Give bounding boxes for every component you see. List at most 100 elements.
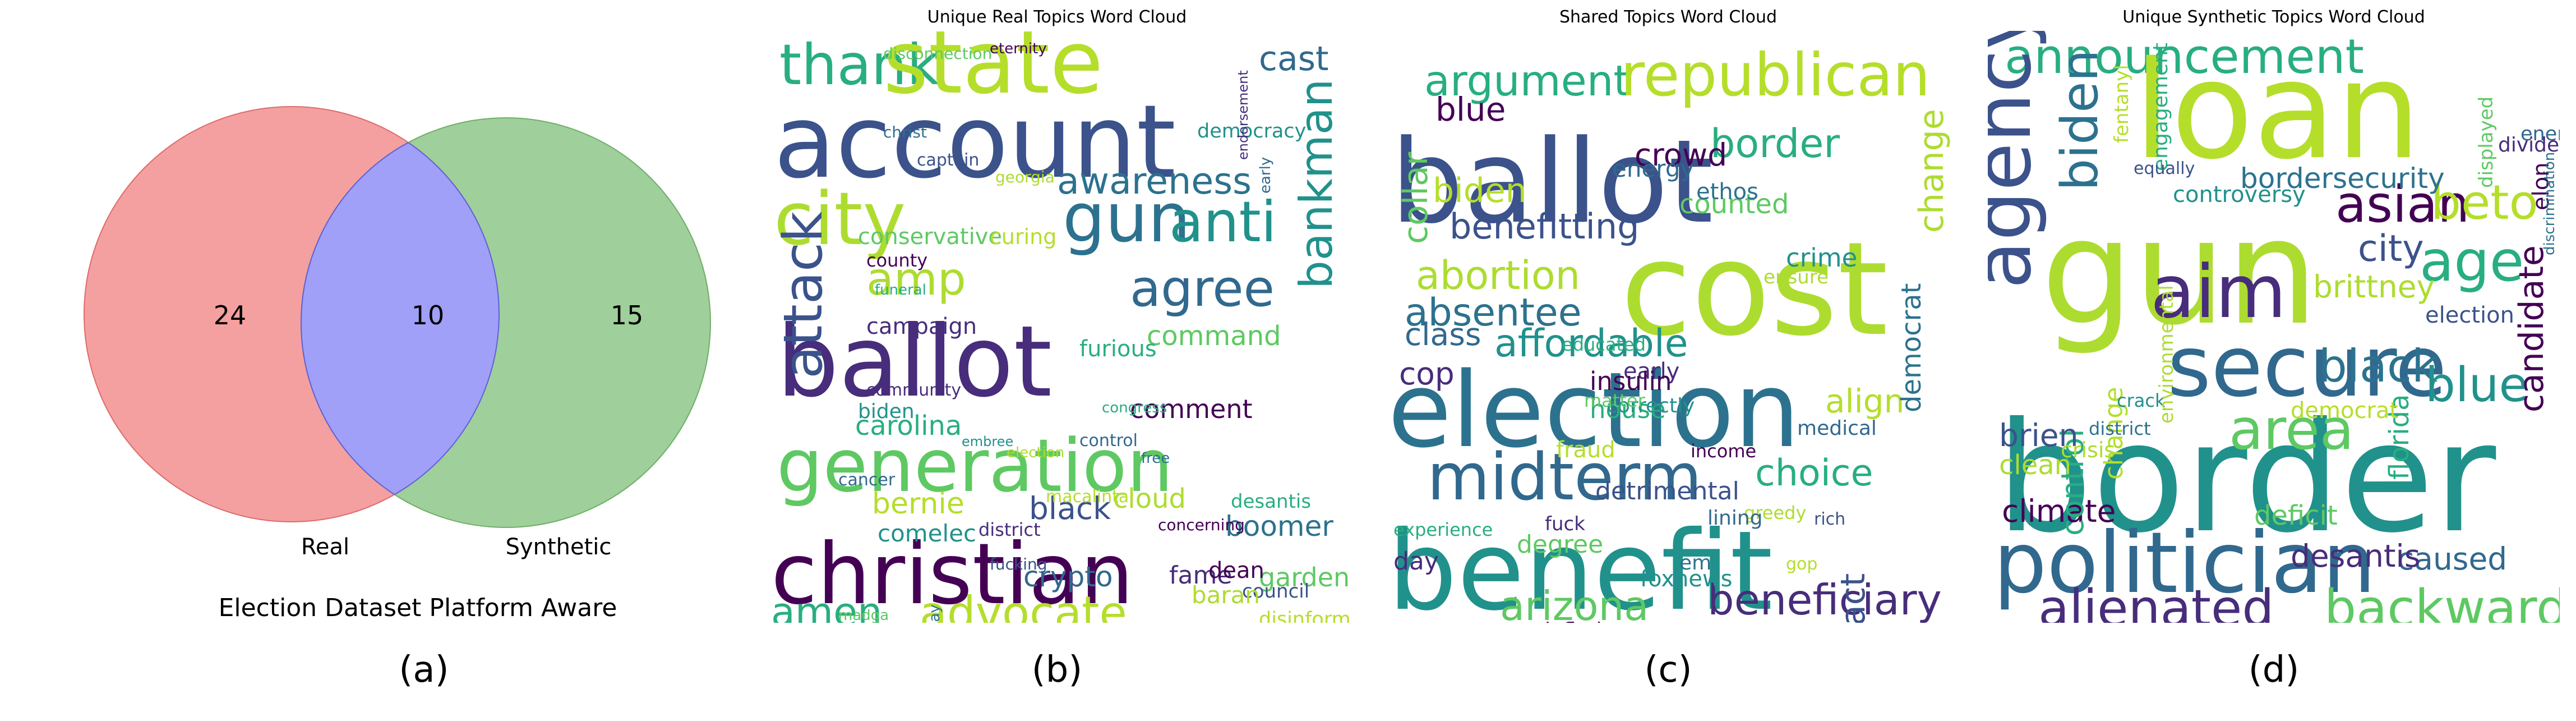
word-cloud-word: disinformation xyxy=(1259,608,1400,631)
word-cloud-word: candidate xyxy=(2512,245,2551,412)
word-cloud-word: generation xyxy=(777,423,1173,508)
word-cloud-word: degree xyxy=(1517,530,1603,559)
word-cloud-word: crypto xyxy=(1023,561,1113,593)
word-cloud-word: asian xyxy=(2335,175,2469,234)
word-cloud-word: boomer xyxy=(1225,510,1333,543)
panel-title-d: Unique Synthetic Topics Word Cloud xyxy=(2122,7,2425,27)
word-cloud-word: lining xyxy=(1707,507,1763,530)
word-cloud-word: eternity xyxy=(990,40,1047,57)
word-cloud-word: captain xyxy=(917,150,979,170)
word-cloud-word: agency xyxy=(1958,3,2049,289)
word-cloud-word: early xyxy=(1623,359,1679,384)
word-cloud-word: cloud xyxy=(1113,483,1186,515)
word-cloud-word: biden xyxy=(2051,49,2109,191)
word-cloud-word: furious xyxy=(1079,336,1157,362)
word-cloud-background xyxy=(765,31,1351,623)
word-cloud-word: energy xyxy=(1612,155,1694,182)
word-cloud-word: day xyxy=(1393,547,1439,576)
word-cloud-background xyxy=(1382,31,1957,623)
word-cloud-word: crowd xyxy=(1635,137,1727,173)
word-cloud-word: crisis xyxy=(2061,438,2115,462)
word-cloud-word: climate xyxy=(2002,493,2116,529)
word-cloud-word: gay xyxy=(926,604,943,631)
word-cloud-background xyxy=(1988,31,2560,623)
word-cloud-word: account xyxy=(774,84,1176,201)
panel-caption-c: (c) xyxy=(1644,649,1692,691)
word-cloud-word: ballot xyxy=(777,305,1052,419)
word-cloud-word: change xyxy=(1912,109,1951,233)
panel-title-b: Unique Real Topics Word Cloud xyxy=(927,7,1187,27)
word-cloud-word: politician xyxy=(1993,515,2376,612)
panel-caption-b: (b) xyxy=(1032,649,1083,691)
word-cloud-word: council xyxy=(1242,580,1309,603)
word-cloud-word: black xyxy=(2319,340,2438,392)
word-cloud-word: border xyxy=(1710,121,1840,167)
word-cloud-word: secure xyxy=(2167,318,2447,416)
word-cloud-word: democrat xyxy=(2291,398,2398,424)
word-cloud-word: cancer xyxy=(838,470,895,490)
word-cloud-word: aim xyxy=(2150,249,2286,334)
word-cloud-word: biden xyxy=(1433,171,1527,210)
word-cloud-word: em xyxy=(1679,552,1711,575)
word-cloud-word: beto xyxy=(2431,175,2538,231)
word-cloud-word: change xyxy=(2099,387,2129,480)
word-cloud-word: democracy xyxy=(1197,120,1306,143)
word-cloud-word: campaign xyxy=(866,314,977,339)
word-cloud-word: collar xyxy=(1396,151,1435,244)
word-cloud-word: bordersecurity xyxy=(2240,162,2445,195)
word-cloud-word: christ xyxy=(883,123,927,141)
word-cloud-word: matter xyxy=(1584,390,1646,411)
word-cloud-word: cast xyxy=(1259,39,1329,79)
venn-count-synthetic-only: 15 xyxy=(611,300,644,330)
word-cloud-word: cop xyxy=(1399,356,1455,392)
word-cloud-word: advocate xyxy=(920,587,1127,639)
word-cloud-word: argument xyxy=(1424,56,1630,105)
word-cloud-word: class xyxy=(1405,316,1481,352)
word-cloud-word: fuck xyxy=(1545,513,1585,535)
word-cloud-word: area xyxy=(2229,397,2354,462)
word-cloud-word: amp xyxy=(866,253,966,305)
word-cloud-word: choice xyxy=(1755,452,1873,494)
word-cloud-word: election xyxy=(1007,444,1064,461)
word-cloud-word: elon xyxy=(2528,162,2554,210)
word-cloud-word: concerning xyxy=(1158,516,1245,534)
word-cloud-word: agree xyxy=(1130,259,1275,318)
word-cloud-word: divide xyxy=(2498,134,2559,157)
word-cloud-word: comelec xyxy=(878,520,976,547)
word-cloud-word: income xyxy=(1691,440,1756,462)
panel-caption-d: (d) xyxy=(2249,649,2300,691)
word-cloud-word: detrimental xyxy=(1595,477,1739,506)
word-cloud-word: dean xyxy=(1208,558,1264,584)
word-cloud-word: comment xyxy=(1130,394,1253,424)
word-cloud-word: inflation xyxy=(1545,619,1627,642)
word-cloud-word: ballot xyxy=(1391,116,1713,249)
word-cloud-word: experience xyxy=(1393,519,1493,540)
word-cloud-word: control xyxy=(1079,431,1138,451)
word-cloud-word: desantis xyxy=(2291,538,2420,574)
word-cloud-word: embree xyxy=(962,434,1013,449)
word-cloud-word: georgia xyxy=(995,168,1055,186)
word-cloud-word: gop xyxy=(1786,554,1817,574)
word-cloud-word: awareness xyxy=(1057,160,1252,203)
word-cloud-word: free xyxy=(1141,450,1170,467)
word-cloud-word: age xyxy=(2420,228,2524,294)
word-cloud-word: environmental xyxy=(2155,285,2178,424)
word-cloud-word: baran xyxy=(1192,581,1260,609)
panel-title-c: Shared Topics Word Cloud xyxy=(1559,7,1777,27)
word-cloud-word: ethos xyxy=(1696,179,1758,205)
word-cloud-word: crime xyxy=(1786,243,1857,273)
word-cloud-word: educated xyxy=(1562,334,1646,355)
word-cloud-word: election xyxy=(2425,302,2514,328)
word-cloud-word: city xyxy=(2358,228,2424,270)
word-cloud-word: florida xyxy=(2384,394,2415,480)
panel-caption-a: (a) xyxy=(399,649,449,691)
word-cloud-word: community xyxy=(866,380,961,400)
word-cloud-word: energy xyxy=(2520,123,2576,145)
word-cloud-word: cost xyxy=(1621,215,1888,365)
word-cloud-word: deficit xyxy=(2254,500,2338,531)
word-cloud-word: election xyxy=(1388,350,1800,471)
word-cloud-word: endorsement xyxy=(1235,70,1251,160)
